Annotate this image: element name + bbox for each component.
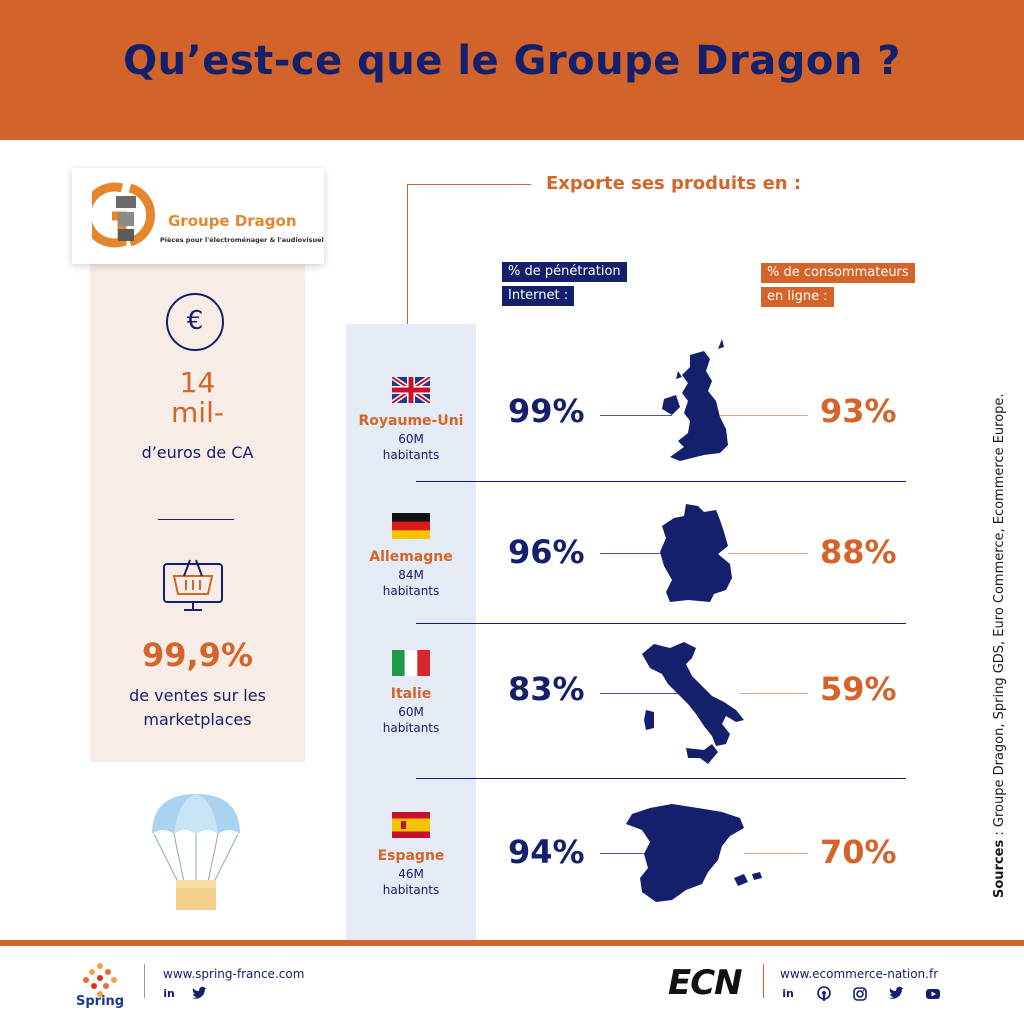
footer-divider [0,940,1024,946]
stats-divider [158,519,234,520]
country-population: 60M habitants [382,705,440,735]
ecn-logo: ECN [668,963,743,1003]
country-italy: Italie 60M habitants [346,650,476,736]
country-name: Allemagne [369,549,453,565]
legend-consumers-line-1: % de consommateurs [761,263,915,283]
linkedin-icon[interactable]: in [163,987,175,1000]
penetration-value: 96% [508,533,585,571]
twitter-icon[interactable] [888,986,904,1002]
spring-url-link[interactable]: www.spring-france.com [163,967,305,981]
brand-logo-card: Groupe Dragon Pièces pour l'électroménag… [72,168,324,264]
italy-flag-icon [392,650,430,676]
footer-separator [763,964,764,998]
row-divider [416,778,906,779]
export-title: Exporte ses produits en : [546,173,802,194]
spring-name: Spring [76,994,125,1009]
consumers-connector [720,415,808,416]
header-banner: Qu’est-ce que le Groupe Dragon ? [0,0,1024,140]
consumers-value: 93% [820,392,897,430]
penetration-connector [600,693,680,694]
groupe-dragon-logo-icon [92,182,156,248]
penetration-connector [600,415,672,416]
country-population: 46M habitants [382,867,440,897]
sources-note: Sources : Groupe Dragon, Spring GDS, Eur… [992,393,1007,898]
linkedin-icon[interactable]: in [782,987,794,1000]
shopping-basket-screen-icon [163,559,223,611]
consumers-value: 88% [820,533,897,571]
consumers-connector [728,553,808,554]
italy-map-icon [642,642,744,764]
row-divider [416,481,906,482]
penetration-value: 94% [508,833,585,871]
consumers-connector [744,853,808,854]
spain-map-icon [626,804,762,902]
legend-penetration-line-1: % de pénétration [502,262,627,282]
country-name: Royaume-Uni [358,413,464,429]
footer-separator [144,964,145,998]
consumers-value: 59% [820,670,897,708]
twitter-icon[interactable] [191,986,207,1002]
germany-flag-icon [392,513,430,539]
penetration-connector [600,553,662,554]
country-name: Espagne [377,848,445,864]
ecn-url-link[interactable]: www.ecommerce-nation.fr [780,967,939,981]
penetration-connector [600,853,646,854]
country-spain: Espagne 46M habitants [346,812,476,898]
marketplace-value: 99,9% [141,636,253,674]
country-population: 60M habitants [382,432,440,462]
parachute-box-icon [152,794,240,910]
youtube-icon[interactable] [925,986,941,1002]
marketplace-label: de ventes sur les marketplaces [129,686,266,729]
germany-map-icon [660,504,732,602]
country-uk: Royaume-Uni 60M habitants [346,377,476,463]
page-title: Qu’est-ce que le Groupe Dragon ? [123,38,901,84]
consumers-value: 70% [820,833,897,871]
revenue-label: d’euros de CA [141,443,254,462]
sources-text: : Groupe Dragon, Spring GDS, Euro Commer… [992,393,1007,840]
penetration-value: 99% [508,392,585,430]
uk-map-icon [662,339,728,461]
legend-penetration-line-2: Internet : [502,286,575,306]
row-divider [416,623,906,624]
spring-logo-icon [83,963,117,997]
consumers-connector [740,693,808,694]
sources-label: Sources [992,839,1007,898]
brand-name: Groupe Dragon [168,212,297,230]
brand-tagline: Pièces pour l'électroménager & l'audiovi… [160,236,324,244]
country-population: 84M habitants [382,568,440,598]
country-germany: Allemagne 84M habitants [346,513,476,599]
uk-flag-icon [392,377,430,403]
revenue-value: 14 mil- [171,366,224,429]
spain-flag-icon [392,812,430,838]
penetration-value: 83% [508,670,585,708]
export-connector-line-vertical [407,184,408,326]
instagram-icon[interactable] [852,986,868,1002]
export-connector-line [407,184,531,185]
euro-icon: € [166,293,224,351]
legend-consumers-line-2: en ligne : [761,287,834,307]
podcast-icon[interactable] [816,986,832,1002]
country-name: Italie [390,686,432,702]
